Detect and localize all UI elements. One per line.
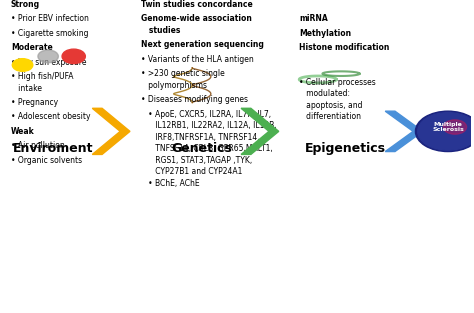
Text: • ApoE, CXCR5, IL2RA, IL7R, IL7,: • ApoE, CXCR5, IL2RA, IL7R, IL7, (141, 110, 271, 119)
Text: IL12RB1, IL22RA2, IL12A, IL12B,: IL12RB1, IL22RA2, IL12A, IL12B, (141, 121, 277, 130)
Text: • BChE, AChE: • BChE, AChE (141, 179, 200, 188)
Text: Methylation: Methylation (299, 29, 351, 38)
Text: Strong: Strong (11, 0, 40, 9)
Text: • Variants of the HLA antigen: • Variants of the HLA antigen (141, 55, 254, 64)
Text: Moderate: Moderate (11, 43, 53, 52)
Text: • High fish/PUFA: • High fish/PUFA (11, 72, 73, 81)
Text: Genome-wide association: Genome-wide association (141, 14, 252, 23)
Text: apoptosis, and: apoptosis, and (299, 101, 363, 110)
Text: • Diseases modifying genes: • Diseases modifying genes (141, 95, 248, 104)
Text: CYP27B1 and CYP24A1: CYP27B1 and CYP24A1 (141, 167, 243, 176)
Text: miRNA: miRNA (299, 14, 328, 23)
Polygon shape (92, 108, 130, 154)
Text: modulated:: modulated: (299, 89, 350, 98)
Text: Weak: Weak (11, 127, 35, 136)
Text: • Cigarette smoking: • Cigarette smoking (11, 29, 89, 38)
Text: Epigenetics: Epigenetics (305, 142, 386, 155)
Text: IRF8,TNFRSF1A, TNFRSF14,: IRF8,TNFRSF1A, TNFRSF14, (141, 133, 260, 141)
Text: Genetics: Genetics (171, 142, 232, 155)
Polygon shape (385, 111, 423, 151)
Circle shape (38, 50, 58, 63)
Text: Histone modification: Histone modification (299, 43, 390, 52)
Text: • >230 genetic single: • >230 genetic single (141, 69, 225, 78)
Circle shape (443, 120, 466, 134)
Text: • Adolescent obesity: • Adolescent obesity (11, 112, 91, 121)
Circle shape (62, 49, 85, 64)
Polygon shape (241, 108, 279, 154)
Text: Next generation sequencing: Next generation sequencing (141, 40, 264, 49)
Text: studies: studies (141, 26, 181, 35)
Circle shape (415, 111, 474, 151)
Text: • Low sun exposure: • Low sun exposure (11, 58, 86, 67)
Text: Enviroment: Enviroment (12, 142, 93, 155)
Text: • Prior EBV infection: • Prior EBV infection (11, 14, 89, 23)
Circle shape (12, 59, 33, 71)
Text: Twin studies concordance: Twin studies concordance (141, 0, 253, 9)
Circle shape (418, 113, 474, 150)
Text: • Air pollution: • Air pollution (11, 141, 64, 150)
Text: • Pregnancy: • Pregnancy (11, 98, 58, 107)
Text: TNFSF14, CBLB, GPR65,MALT1,: TNFSF14, CBLB, GPR65,MALT1, (141, 144, 273, 153)
Text: differentiation: differentiation (299, 112, 361, 121)
Text: RGS1, STAT3,TAGAP ,TYK,: RGS1, STAT3,TAGAP ,TYK, (141, 156, 252, 165)
Text: • Organic solvents: • Organic solvents (11, 156, 82, 165)
Text: polymorphisms: polymorphisms (141, 81, 207, 90)
Text: • Cellular processes: • Cellular processes (299, 78, 376, 87)
Text: intake: intake (11, 84, 42, 93)
Text: Multiple
Sclerosis: Multiple Sclerosis (432, 122, 464, 132)
